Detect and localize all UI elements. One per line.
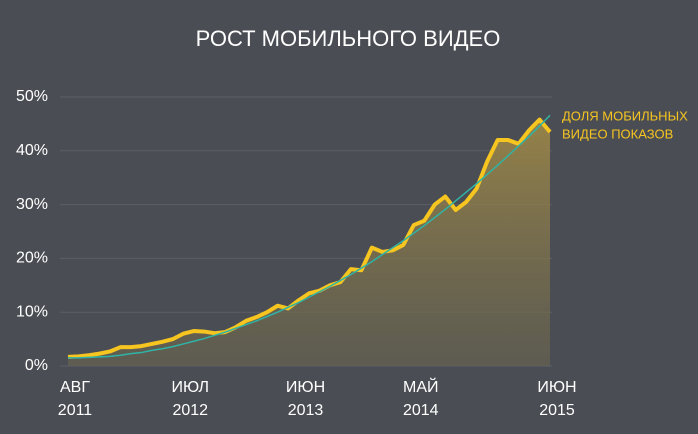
y-tick-label: 50% xyxy=(16,88,48,105)
x-tick-label: МАЙ xyxy=(403,377,439,396)
annotation: ДОЛЯ МОБИЛЬНЫХ xyxy=(562,108,688,123)
y-tick-label: 20% xyxy=(16,250,48,267)
x-tick-label: 2012 xyxy=(172,402,208,419)
trend-line xyxy=(68,114,551,359)
x-tick-label: АВГ xyxy=(60,379,90,396)
x-tick-label: ИЮЛ xyxy=(172,379,209,396)
annotation: ВИДЕО ПОКАЗОВ xyxy=(562,126,673,141)
y-tick-label: 30% xyxy=(16,196,48,213)
x-tick-label: 2013 xyxy=(288,402,324,419)
area xyxy=(68,119,550,366)
x-tick-label: 2015 xyxy=(539,402,575,419)
x-tick-label: 2014 xyxy=(403,402,439,419)
y-tick-label: 0% xyxy=(25,357,48,374)
y-tick-label: 40% xyxy=(16,142,48,159)
chart-title: РОСТ МОБИЛЬНОГО ВИДЕО xyxy=(196,26,501,51)
line xyxy=(67,117,552,359)
x-tick-label: ИЮН xyxy=(537,379,576,396)
y-tick-label: 10% xyxy=(16,303,48,320)
x-tick-label: ИЮН xyxy=(286,379,325,396)
x-tick-label: 2011 xyxy=(58,402,93,419)
